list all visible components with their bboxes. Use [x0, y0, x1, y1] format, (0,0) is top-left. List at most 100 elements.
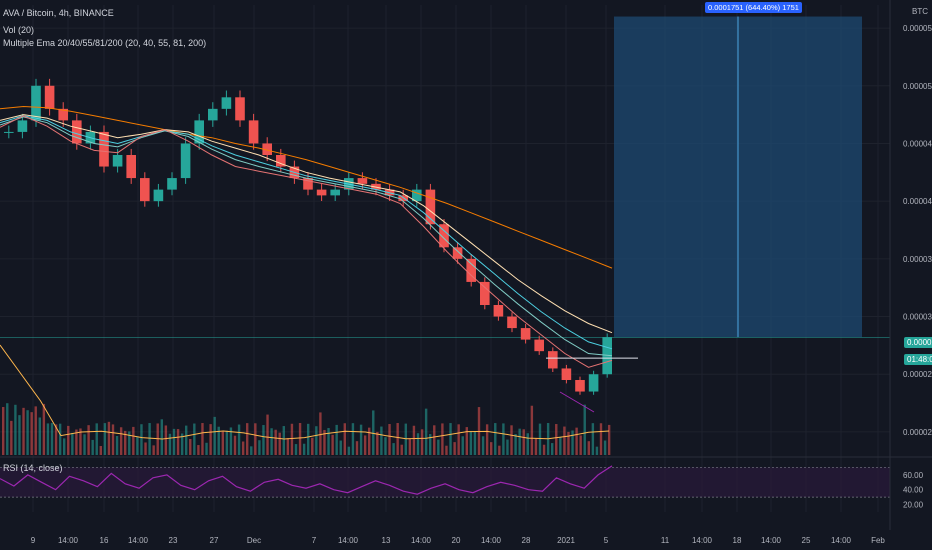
volume-bar — [225, 430, 229, 455]
candle-body — [520, 328, 531, 340]
volume-bar — [217, 426, 220, 455]
time-axis-tick: 14:00 — [481, 536, 502, 545]
volume-bar — [124, 430, 127, 455]
candle-body — [439, 224, 449, 248]
candle-body — [507, 316, 517, 329]
volume-bar — [160, 419, 163, 455]
volume-bar — [63, 438, 66, 455]
volume-bar — [396, 423, 399, 455]
volume-bar — [189, 439, 192, 455]
candle-body — [235, 97, 245, 121]
divergence-line — [559, 391, 595, 413]
volume-bar — [50, 423, 54, 455]
candle-body — [4, 131, 14, 133]
volume-bar — [99, 446, 102, 455]
volume-bar — [412, 425, 416, 455]
time-axis-tick: Feb — [871, 536, 885, 545]
volume-bar — [563, 426, 566, 455]
volume-bar — [343, 423, 346, 455]
volume-bar — [282, 426, 285, 455]
volume-bar — [555, 424, 558, 455]
volume-bar — [2, 407, 5, 455]
volume-bar — [538, 423, 542, 455]
volume-bar — [246, 423, 249, 455]
volume-bar — [103, 423, 107, 455]
volume-bar — [445, 445, 448, 455]
volume-bar — [205, 442, 208, 455]
volume-bar — [290, 423, 294, 455]
volume-bar — [473, 431, 477, 455]
volume-bar — [75, 429, 78, 455]
volume-bar — [229, 427, 233, 455]
price-axis-unit: BTC — [912, 7, 928, 16]
volume-bar — [530, 405, 534, 455]
candle-body — [316, 189, 327, 196]
volume-bar — [327, 428, 330, 455]
volume-bar — [302, 443, 306, 455]
volume-bar — [457, 424, 460, 455]
candle-body — [425, 189, 436, 225]
volume-bar — [307, 423, 310, 455]
ema-legend[interactable]: Multiple Ema 20/40/55/81/200 (20, 40, 55… — [3, 38, 207, 48]
volume-bar — [46, 423, 50, 455]
candle-body — [466, 258, 476, 282]
volume-bar — [172, 428, 176, 455]
time-axis-tick: 2021 — [557, 536, 575, 545]
volume-bar — [461, 436, 464, 455]
volume-bar — [551, 443, 554, 455]
volume-bar — [587, 441, 590, 455]
volume-bar — [42, 403, 46, 455]
candle-body — [575, 380, 585, 392]
time-axis-tick: 14:00 — [338, 536, 359, 545]
volume-bar — [514, 434, 517, 455]
volume-bar — [221, 431, 224, 455]
time-axis-tick: 27 — [210, 536, 219, 545]
volume-bar — [274, 429, 277, 455]
time-axis-tick: 14:00 — [128, 536, 149, 545]
candle-body — [208, 108, 218, 121]
candle-body — [357, 178, 368, 184]
volume-bar — [542, 444, 546, 455]
candle-body — [17, 120, 28, 132]
volume-bar — [87, 425, 90, 455]
candle-body — [412, 189, 422, 202]
volume-bar — [168, 433, 172, 455]
volume-bar — [71, 432, 74, 455]
price-axis-tick: 0.0000350 — [903, 255, 932, 264]
volume-bar — [351, 423, 355, 455]
time-axis-tick: 9 — [31, 536, 36, 545]
volume-bar — [18, 415, 21, 455]
volume-bar — [298, 423, 302, 455]
measure-label: 0.0001751 (644.40%) 1751 — [705, 2, 802, 13]
volume-bar — [270, 428, 273, 455]
ema-20-line — [0, 115, 613, 368]
volume-bar — [429, 434, 432, 455]
volume-bar — [164, 425, 168, 455]
volume-bar — [176, 429, 180, 455]
volume-bar — [347, 446, 351, 455]
volume-bar — [26, 410, 29, 455]
volume-bar — [591, 423, 595, 455]
volume-bar — [119, 427, 123, 455]
volume-bar — [128, 431, 131, 455]
volume-bar — [30, 412, 33, 455]
volume-bar — [14, 404, 17, 455]
volume-bar — [599, 423, 603, 455]
ema-55-line — [0, 115, 613, 350]
volume-bar — [315, 426, 318, 455]
volume-bar — [262, 425, 265, 455]
symbol-legend[interactable]: AVA / Bitcoin, 4h, BINANCE — [3, 8, 114, 18]
volume-legend[interactable]: Vol (20) — [3, 25, 35, 35]
candle-body — [330, 189, 340, 196]
candle-body — [452, 247, 463, 259]
rsi-legend[interactable]: RSI (14, close) — [3, 463, 63, 473]
rsi-axis-tick: 60.00 — [903, 471, 924, 480]
volume-bar — [38, 417, 41, 455]
volume-bar — [213, 416, 216, 455]
volume-bar — [54, 424, 58, 455]
volume-bar — [91, 439, 94, 455]
volume-bar — [510, 425, 513, 455]
candle-body — [72, 120, 82, 144]
